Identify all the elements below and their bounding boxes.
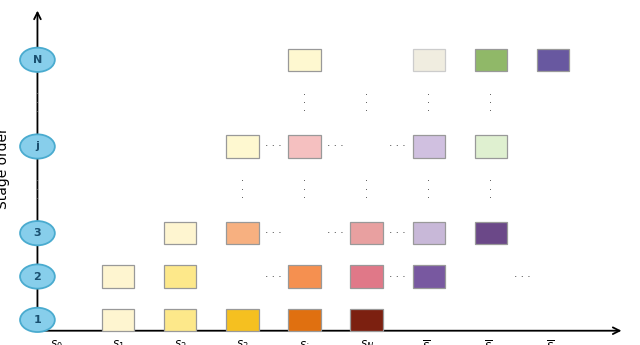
Text: ·
·
·: · · · bbox=[36, 176, 39, 204]
Bar bbox=[413, 222, 445, 245]
Bar bbox=[102, 265, 134, 288]
Text: ·
·
·: · · · bbox=[303, 90, 306, 117]
Circle shape bbox=[20, 48, 55, 72]
Text: $s_1$: $s_1$ bbox=[112, 338, 125, 345]
Bar bbox=[289, 135, 321, 158]
Text: · · ·: · · · bbox=[327, 141, 344, 151]
Text: ·
·
·: · · · bbox=[241, 176, 244, 203]
Text: · · ·: · · · bbox=[265, 228, 282, 238]
Circle shape bbox=[20, 308, 55, 332]
Bar bbox=[289, 265, 321, 288]
Bar bbox=[289, 309, 321, 331]
Text: ·
·
·: · · · bbox=[489, 176, 492, 203]
Bar bbox=[226, 135, 259, 158]
Text: j: j bbox=[35, 141, 40, 151]
Text: Stage order: Stage order bbox=[0, 127, 10, 209]
Text: ·
·
·: · · · bbox=[427, 176, 430, 203]
Circle shape bbox=[20, 134, 55, 159]
Bar bbox=[537, 49, 569, 71]
Text: ·
·
·: · · · bbox=[365, 90, 368, 117]
Text: · · ·: · · · bbox=[265, 141, 282, 151]
Bar bbox=[475, 49, 507, 71]
Text: $s_0$: $s_0$ bbox=[50, 338, 63, 345]
Bar bbox=[475, 222, 507, 245]
Text: $\overline{s}_N$: $\overline{s}_N$ bbox=[546, 338, 560, 345]
Bar bbox=[164, 222, 196, 245]
Bar bbox=[351, 265, 383, 288]
Text: ·
·
·: · · · bbox=[303, 176, 306, 203]
Text: $\overline{s}_3$: $\overline{s}_3$ bbox=[484, 338, 497, 345]
Text: $s_j$: $s_j$ bbox=[300, 338, 310, 345]
Text: ·
·
·: · · · bbox=[427, 90, 430, 117]
Text: N: N bbox=[33, 55, 42, 65]
Bar bbox=[351, 309, 383, 331]
Bar bbox=[475, 135, 507, 158]
Text: ·
·
·: · · · bbox=[365, 176, 368, 203]
Text: 3: 3 bbox=[34, 228, 41, 238]
Text: $s_3$: $s_3$ bbox=[236, 338, 249, 345]
Bar bbox=[413, 49, 445, 71]
Bar bbox=[351, 222, 383, 245]
Text: · · ·: · · · bbox=[389, 272, 406, 282]
Text: · · ·: · · · bbox=[389, 228, 406, 238]
Text: 2: 2 bbox=[33, 272, 42, 282]
Bar bbox=[102, 309, 134, 331]
Bar bbox=[413, 265, 445, 288]
Circle shape bbox=[20, 264, 55, 289]
Text: · · ·: · · · bbox=[327, 228, 344, 238]
Text: $\overline{s}_2$: $\overline{s}_2$ bbox=[422, 338, 435, 345]
Bar bbox=[164, 309, 196, 331]
Bar bbox=[164, 265, 196, 288]
Text: $s_2$: $s_2$ bbox=[174, 338, 186, 345]
Bar bbox=[289, 49, 321, 71]
Bar bbox=[413, 135, 445, 158]
Text: ·
·
·: · · · bbox=[36, 89, 39, 117]
Text: · · ·: · · · bbox=[389, 141, 406, 151]
Bar bbox=[226, 309, 259, 331]
Text: 1: 1 bbox=[33, 315, 42, 325]
Bar bbox=[226, 222, 259, 245]
Text: ·
·
·: · · · bbox=[489, 90, 492, 117]
Text: · · ·: · · · bbox=[513, 272, 530, 282]
Text: $s_N$: $s_N$ bbox=[360, 338, 374, 345]
Circle shape bbox=[20, 221, 55, 245]
Text: · · ·: · · · bbox=[265, 272, 282, 282]
